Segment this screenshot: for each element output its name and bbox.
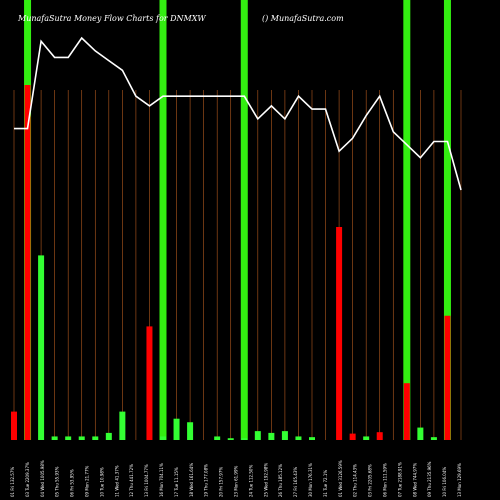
x-tick-label: 01 Wed 3126.59% [338, 460, 343, 497]
x-tick-label: 03 Tue 2209.37% [25, 462, 30, 497]
x-tick-label: 17 Tue 11.15% [174, 467, 179, 497]
x-tick-label: 07 Tue 2188.91% [397, 462, 402, 497]
money-flow-bar [430, 437, 437, 440]
money-flow-bar [349, 433, 356, 440]
chart-title: MunafaSutra Money Flow Charts for DNMXW [17, 14, 206, 23]
x-tick-label: 10 Tue 10.98% [99, 467, 104, 497]
x-tick-label: 03 Fri 2205.68% [368, 464, 373, 497]
money-flow-bar [403, 383, 410, 440]
money-flow-bar [78, 436, 85, 440]
money-flow-bar [309, 437, 315, 440]
x-tick-label: 01 Fri 132.57% [10, 467, 15, 497]
highlight-band [403, 0, 411, 440]
x-tick-label: 12 Thu 441.72% [129, 464, 134, 497]
money-flow-bar [187, 422, 194, 440]
x-tick-label: 25 Wed 192.98% [263, 463, 268, 497]
money-flow-bar [11, 411, 17, 440]
x-tick-label: 08 Wed 744.97% [412, 463, 417, 497]
x-tick-label: 26 Thu 185.12% [278, 464, 283, 497]
x-tick-label: 05 Thu 55.93% [55, 466, 60, 497]
x-tick-label: 27 Fri 165.43% [293, 467, 298, 497]
x-tick-label: 19 Thu 177.08% [204, 464, 209, 497]
money-flow-bar [376, 432, 383, 440]
money-flow-bar [363, 436, 370, 440]
x-tick-label: 30 Mon 176.31% [308, 463, 313, 497]
money-flow-bar [38, 255, 45, 440]
money-flow-bar [65, 436, 72, 440]
money-flow-bar [336, 227, 343, 440]
highlight-band [159, 0, 167, 440]
highlight-band [443, 0, 451, 440]
money-flow-bar [295, 436, 302, 440]
highlight-band [240, 0, 248, 440]
x-tick-label: 11 Wed 41.37% [114, 465, 119, 497]
x-tick-label: 09 Mon 21.77% [85, 465, 90, 497]
money-flow-bar [214, 436, 221, 440]
x-tick-label: 06 Fri 53.95% [70, 469, 75, 497]
money-flow-bar [51, 436, 58, 440]
x-tick-label: 18 Wed 161.64% [189, 463, 194, 497]
money-flow-bar [417, 427, 424, 440]
money-flow-bar [444, 315, 451, 440]
x-tick-label: 06 Mon 111.59% [383, 463, 388, 497]
money-flow-bar [268, 432, 275, 440]
money-flow-bar [92, 436, 99, 440]
money-flow-bar [173, 418, 180, 440]
money-flow-bar [241, 438, 248, 440]
x-tick-label: 16 Mon 704.11% [159, 463, 164, 497]
x-tick-label: 13 Fri 1004.77% [144, 464, 149, 497]
money-flow-bar [119, 411, 126, 440]
money-flow-bar [281, 431, 288, 440]
x-tick-label: 04 Wed 1005.98% [40, 460, 45, 497]
x-tick-label: 31 Tue 72.1% [323, 470, 328, 497]
money-flow-bars [11, 85, 451, 440]
money-flow-bar [227, 438, 234, 440]
money-flow-bar [146, 326, 153, 440]
x-tick-label: 13 Mon 129.69% [457, 463, 462, 497]
money-flow-bar [24, 85, 31, 440]
x-tick-label: 20 Fri 157.97% [219, 467, 224, 497]
x-tick-label: 10 Fri 106.04% [442, 467, 447, 497]
price-line-layer [14, 36, 462, 191]
money-flow-bar [105, 432, 112, 440]
site-credit: () MunafaSutra.com [262, 14, 344, 23]
x-tick-labels: 01 Fri 132.57% 03 Tue 2209.37% 04 Wed 1005… [10, 460, 462, 497]
x-tick-label: 23 Mon 61.99% [234, 465, 239, 497]
x-tick-label: 02 Thu 114.43% [353, 464, 358, 497]
x-tick-label: 09 Thu 2135.96% [427, 461, 432, 497]
money-flow-bar [254, 431, 261, 440]
x-tick-label: 24 Tue 112.50% [248, 465, 253, 497]
money-flow-bar [160, 436, 166, 440]
price-line [14, 36, 462, 191]
